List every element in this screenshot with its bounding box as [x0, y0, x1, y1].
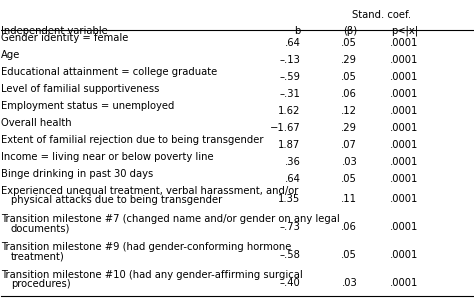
Text: Overall health: Overall health	[1, 118, 72, 128]
Text: –.73: –.73	[280, 222, 301, 232]
Text: –.13: –.13	[280, 55, 301, 65]
Text: .0001: .0001	[390, 38, 419, 48]
Text: –.59: –.59	[280, 72, 301, 82]
Text: 1.35: 1.35	[278, 194, 301, 204]
Text: .05: .05	[341, 72, 357, 82]
Text: documents): documents)	[11, 223, 70, 233]
Text: 1.62: 1.62	[278, 106, 301, 116]
Text: Experienced unequal treatment, verbal harassment, and/or: Experienced unequal treatment, verbal ha…	[1, 186, 299, 196]
Text: .0001: .0001	[390, 55, 419, 65]
Text: .0001: .0001	[390, 222, 419, 232]
Text: .0001: .0001	[390, 250, 419, 260]
Text: .05: .05	[341, 38, 357, 48]
Text: Independent variable: Independent variable	[1, 26, 108, 36]
Text: b: b	[294, 26, 301, 36]
Text: physical attacks due to being transgender: physical attacks due to being transgende…	[11, 195, 222, 205]
Text: .0001: .0001	[390, 140, 419, 150]
Text: Transition milestone #9 (had gender-conforming hormone: Transition milestone #9 (had gender-conf…	[1, 242, 292, 252]
Text: .0001: .0001	[390, 157, 419, 167]
Text: .07: .07	[341, 140, 357, 150]
Text: p<|x|: p<|x|	[392, 26, 419, 36]
Text: Transition milestone #7 (changed name and/or gender on any legal: Transition milestone #7 (changed name an…	[1, 214, 340, 224]
Text: –.31: –.31	[280, 89, 301, 99]
Text: .05: .05	[341, 174, 357, 184]
Text: Gender identity = female: Gender identity = female	[1, 33, 129, 43]
Text: Employment status = unemployed: Employment status = unemployed	[1, 101, 175, 111]
Text: Binge drinking in past 30 days: Binge drinking in past 30 days	[1, 169, 154, 179]
Text: .0001: .0001	[390, 89, 419, 99]
Text: .06: .06	[341, 89, 357, 99]
Text: Stand. coef.: Stand. coef.	[353, 10, 411, 20]
Text: .05: .05	[341, 250, 357, 260]
Text: .0001: .0001	[390, 194, 419, 204]
Text: Extent of familial rejection due to being transgender: Extent of familial rejection due to bein…	[1, 135, 264, 145]
Text: –.40: –.40	[280, 278, 301, 288]
Text: .29: .29	[341, 123, 357, 133]
Text: .03: .03	[341, 278, 357, 288]
Text: .12: .12	[341, 106, 357, 116]
Text: .06: .06	[341, 222, 357, 232]
Text: .29: .29	[341, 55, 357, 65]
Text: .03: .03	[341, 157, 357, 167]
Text: treatment): treatment)	[11, 251, 64, 261]
Text: .0001: .0001	[390, 174, 419, 184]
Text: −1.67: −1.67	[270, 123, 301, 133]
Text: .0001: .0001	[390, 72, 419, 82]
Text: .36: .36	[285, 157, 301, 167]
Text: .0001: .0001	[390, 278, 419, 288]
Text: .64: .64	[285, 38, 301, 48]
Text: Income = living near or below poverty line: Income = living near or below poverty li…	[1, 152, 214, 162]
Text: .0001: .0001	[390, 106, 419, 116]
Text: (β): (β)	[343, 26, 357, 36]
Text: 1.87: 1.87	[278, 140, 301, 150]
Text: .11: .11	[341, 194, 357, 204]
Text: Level of familial supportiveness: Level of familial supportiveness	[1, 84, 160, 94]
Text: procedures): procedures)	[11, 279, 71, 289]
Text: .0001: .0001	[390, 123, 419, 133]
Text: Transition milestone #10 (had any gender-affirming surgical: Transition milestone #10 (had any gender…	[1, 270, 303, 281]
Text: –.58: –.58	[280, 250, 301, 260]
Text: .64: .64	[285, 174, 301, 184]
Text: Age: Age	[1, 50, 21, 60]
Text: Educational attainment = college graduate: Educational attainment = college graduat…	[1, 67, 218, 77]
